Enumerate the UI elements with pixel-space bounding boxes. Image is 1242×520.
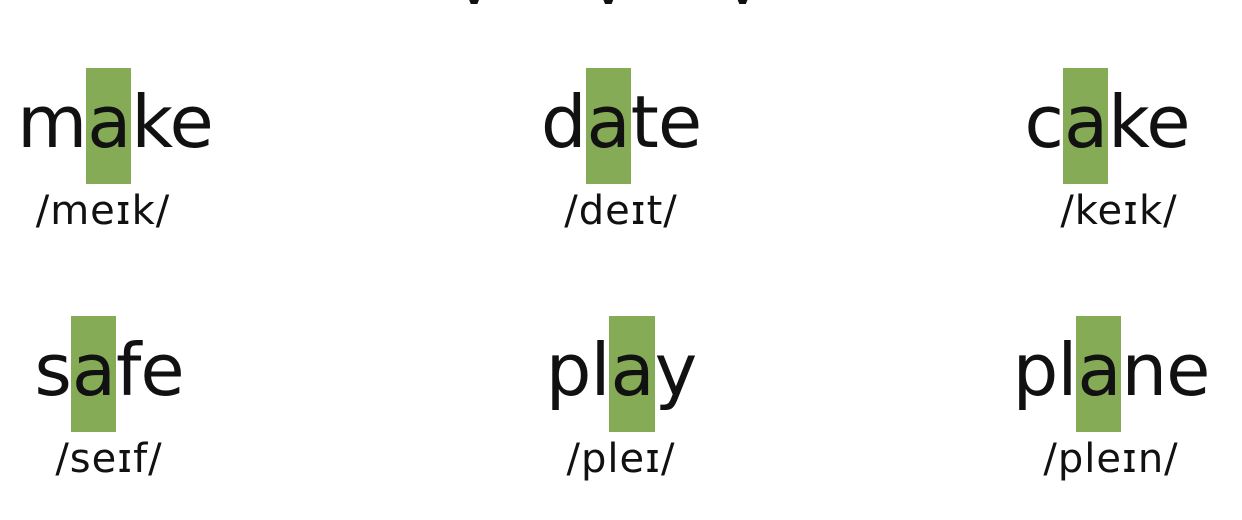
vowel-highlight: a [1063, 68, 1108, 184]
word-prefix: pl [1012, 328, 1078, 412]
vowel-highlight: a [609, 316, 655, 432]
word-card-date: date /deɪt/ [414, 0, 828, 248]
word-suffix: ke [131, 80, 213, 164]
phonetic-transcription: /pleɪ/ [566, 436, 676, 482]
word-suffix: y [654, 328, 698, 412]
word-text: plane [904, 316, 1242, 432]
cropped-heading-fragment: y y y y [455, 0, 795, 4]
word-prefix: c [1024, 80, 1064, 164]
word-card-make: make /meɪk/ [0, 0, 414, 248]
phonetic-transcription: /keɪk/ [1060, 188, 1178, 234]
word-text: make [0, 68, 322, 184]
word-card-safe: safe /seɪf/ [0, 0, 414, 482]
phonetic-transcription: /pleɪn/ [1043, 436, 1179, 482]
phonetic-transcription: /seɪf/ [55, 436, 163, 482]
phonetic-transcription: /deɪt/ [564, 188, 678, 234]
word-text: safe [0, 316, 316, 432]
word-suffix: ke [1108, 80, 1190, 164]
word-card-cake: cake /keɪk/ [828, 0, 1242, 248]
word-card-plane: plane /pleɪn/ [828, 0, 1242, 482]
word-suffix: fe [115, 328, 185, 412]
word-prefix: s [34, 328, 72, 412]
vowel-highlight: a [585, 68, 631, 184]
word-prefix: m [17, 80, 87, 164]
vowel-highlight: a [70, 316, 116, 432]
word-suffix: te [630, 80, 703, 164]
vowel-highlight: a [1076, 316, 1121, 432]
word-text: play [414, 316, 828, 432]
word-prefix: d [540, 80, 587, 164]
word-text: cake [900, 68, 1242, 184]
word-prefix: pl [545, 328, 611, 412]
vowel-highlight: a [86, 68, 131, 184]
word-text: date [414, 68, 828, 184]
phonetic-transcription: /meɪk/ [35, 188, 171, 234]
word-suffix: ne [1121, 328, 1210, 412]
word-card-play: play /pleɪ/ [414, 0, 828, 482]
